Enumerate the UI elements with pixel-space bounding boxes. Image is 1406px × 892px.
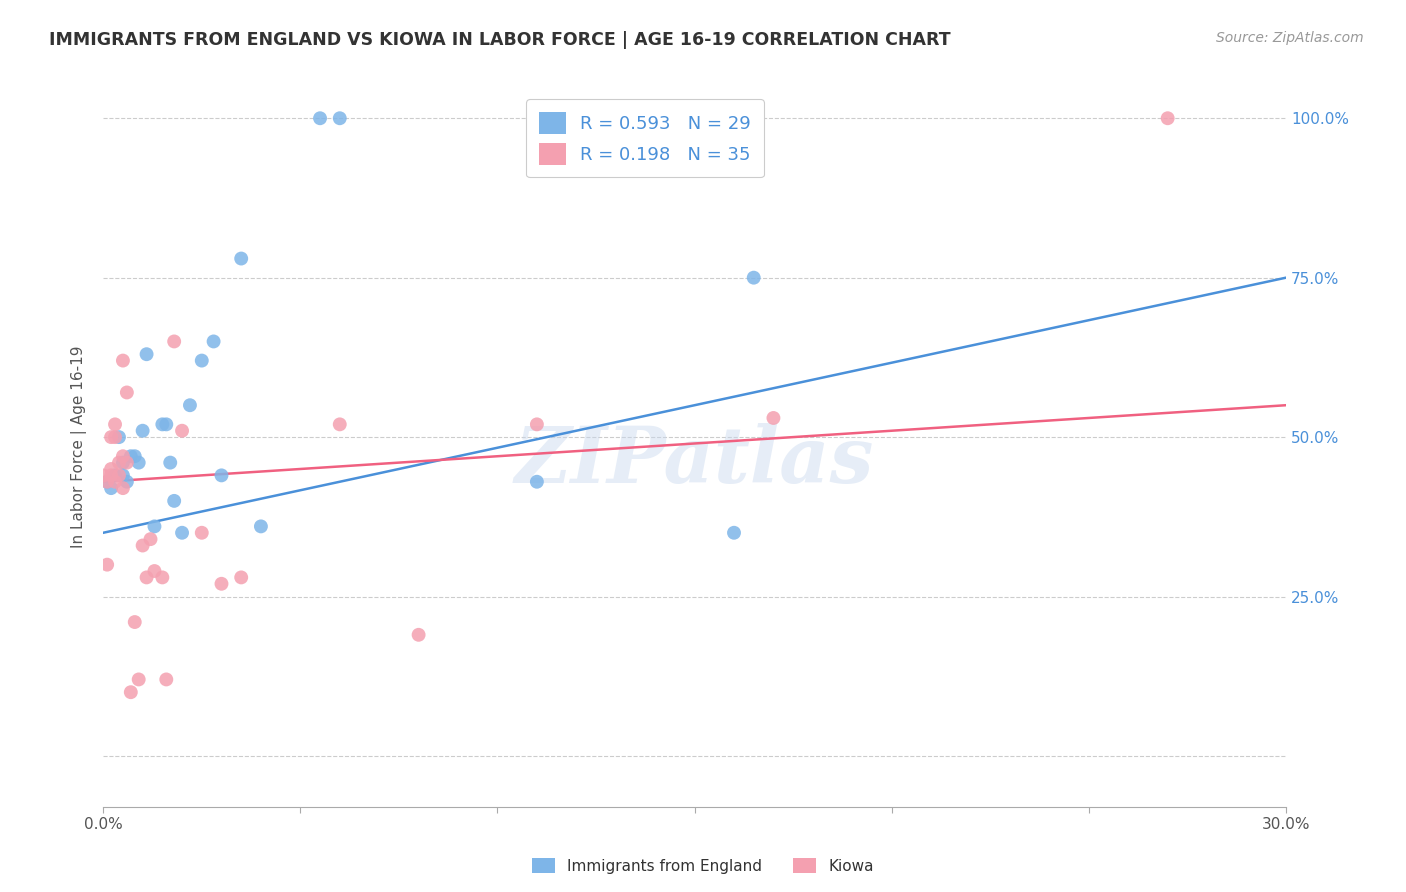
Point (150, 417, 173, 432)
Point (131, 539, 153, 553)
Point (128, 456, 150, 470)
Point (100, 468, 122, 483)
Point (111, 449, 134, 463)
Text: Source: ZipAtlas.com: Source: ZipAtlas.com (1216, 31, 1364, 45)
Point (104, 468, 127, 483)
Point (135, 347, 157, 361)
Point (159, 456, 181, 470)
Point (139, 532, 162, 546)
Point (179, 398, 201, 412)
Point (135, 570, 157, 584)
Point (155, 673, 177, 687)
Point (120, 685, 142, 699)
Point (211, 576, 233, 591)
Point (191, 525, 214, 540)
Text: ZIPatlas: ZIPatlas (515, 423, 875, 500)
Point (108, 430, 131, 444)
Point (100, 430, 122, 444)
Point (120, 449, 142, 463)
Point (150, 570, 173, 584)
Point (96, 475, 118, 489)
Point (309, 112, 332, 126)
Point (526, 475, 548, 489)
Point (231, 252, 253, 266)
Point (170, 424, 193, 438)
Point (191, 353, 214, 368)
Point (329, 112, 352, 126)
Point (143, 564, 166, 578)
Point (96, 558, 118, 572)
Point (723, 525, 745, 540)
Text: IMMIGRANTS FROM ENGLAND VS KIOWA IN LABOR FORCE | AGE 16-19 CORRELATION CHART: IMMIGRANTS FROM ENGLAND VS KIOWA IN LABO… (49, 31, 950, 49)
Y-axis label: In Labor Force | Age 16-19: In Labor Force | Age 16-19 (72, 345, 87, 548)
Point (526, 417, 548, 432)
Point (329, 417, 352, 432)
Point (250, 519, 273, 533)
Point (104, 475, 127, 489)
Point (211, 468, 233, 483)
Point (115, 456, 138, 470)
Point (108, 456, 131, 470)
Point (231, 570, 253, 584)
Point (124, 615, 146, 629)
Point (202, 334, 225, 349)
Point (128, 673, 150, 687)
Point (111, 481, 134, 495)
Point (408, 628, 430, 642)
Point (111, 353, 134, 368)
Point (163, 494, 186, 508)
Point (111, 456, 134, 470)
Point (111, 468, 134, 483)
Legend: R = 0.593   N = 29, R = 0.198   N = 35: R = 0.593 N = 29, R = 0.198 N = 35 (526, 99, 763, 178)
Legend: Immigrants from England, Kiowa: Immigrants from England, Kiowa (526, 852, 880, 880)
Point (104, 430, 127, 444)
Point (104, 417, 127, 432)
Point (143, 519, 166, 533)
Point (131, 424, 153, 438)
Point (115, 385, 138, 400)
Point (170, 525, 193, 540)
Point (1157, 112, 1180, 126)
Point (155, 417, 177, 432)
Point (742, 270, 765, 285)
Point (91, 468, 114, 483)
Point (100, 481, 122, 495)
Point (115, 475, 138, 489)
Point (163, 334, 186, 349)
Point (124, 449, 146, 463)
Point (96, 475, 118, 489)
Point (762, 411, 785, 425)
Point (100, 462, 122, 476)
Point (108, 468, 131, 483)
